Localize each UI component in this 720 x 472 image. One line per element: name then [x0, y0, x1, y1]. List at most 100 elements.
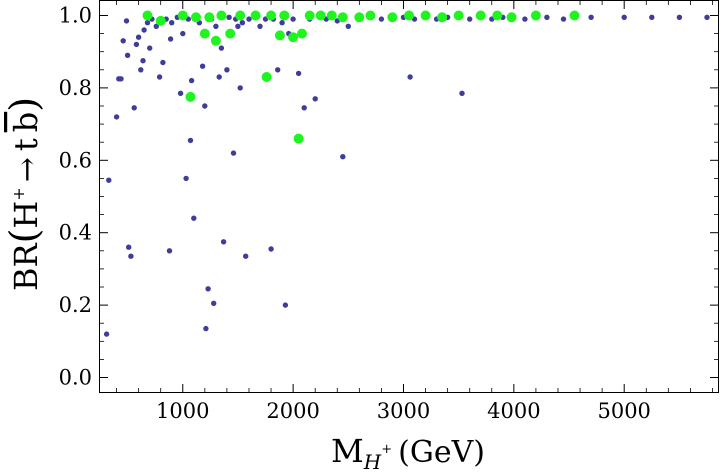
blue-point — [279, 20, 285, 26]
blue-point — [131, 105, 137, 111]
y-tick-label: 0.2 — [59, 293, 92, 317]
blue-point — [202, 103, 208, 109]
y-axis-label: BR(H+→tb) — [2, 97, 46, 291]
blue-point — [378, 16, 385, 22]
blue-point — [268, 246, 274, 252]
green-point — [337, 12, 348, 23]
blue-point — [290, 16, 296, 22]
blue-point — [220, 239, 227, 245]
blue-point — [312, 96, 318, 102]
green-point — [315, 10, 326, 21]
green-point — [288, 32, 299, 43]
green-point — [437, 12, 448, 23]
green-point — [250, 10, 261, 21]
blue-point — [243, 253, 249, 259]
blue-point — [124, 52, 131, 58]
blue-point — [588, 14, 594, 20]
blue-point — [113, 114, 120, 120]
blue-point — [224, 67, 230, 73]
green-point — [279, 10, 290, 21]
blue-point — [191, 215, 197, 221]
green-point — [155, 15, 166, 26]
blue-point — [167, 36, 174, 42]
green-point — [235, 10, 246, 21]
blue-point — [301, 105, 307, 111]
x-tick-label: 1000 — [156, 399, 209, 423]
green-point — [225, 28, 236, 39]
green-point — [492, 10, 503, 21]
y-tick-label: 1.0 — [59, 3, 92, 27]
blue-point — [203, 325, 209, 332]
blue-point — [120, 38, 126, 44]
blue-point — [169, 20, 175, 26]
blue-point — [153, 23, 159, 29]
blue-point — [133, 41, 140, 48]
blue-point — [235, 23, 241, 29]
green-point — [530, 10, 541, 21]
blue-point — [295, 70, 302, 77]
blue-point — [128, 253, 134, 259]
blue-point — [621, 14, 627, 20]
blue-point — [144, 20, 151, 26]
blue-point — [166, 248, 173, 254]
green-point — [453, 10, 464, 21]
green-point — [365, 10, 376, 21]
green-point — [326, 10, 337, 21]
blue-point — [230, 150, 237, 156]
green-point — [210, 35, 221, 46]
green-point — [506, 12, 517, 23]
x-axis-label: MH+ (GeV) — [331, 432, 485, 472]
y-tick-label: 0.4 — [59, 221, 92, 245]
green-point — [274, 30, 285, 41]
green-point — [293, 133, 304, 144]
blue-point — [213, 23, 219, 29]
blue-point — [138, 67, 144, 73]
blue-point — [180, 30, 186, 37]
blue-point — [257, 23, 263, 29]
blue-point — [211, 300, 217, 306]
blue-point — [141, 27, 147, 33]
green-point — [142, 10, 153, 21]
blue-point — [237, 85, 243, 91]
x-tick-label: 5000 — [597, 399, 650, 423]
ticks-layer: 1000 2000 3000 4000 5000 0.0 0.2 0.4 0.6 0.8 1.0 — [59, 1, 718, 423]
blue-point — [188, 77, 195, 84]
blue-point — [106, 177, 112, 183]
green-point — [177, 10, 188, 21]
blue-point — [340, 154, 346, 160]
green-point — [199, 28, 210, 39]
blue-point — [160, 59, 166, 66]
blue-point — [246, 16, 252, 22]
blue-point — [275, 67, 281, 73]
blue-point — [704, 14, 710, 20]
blue-point — [649, 14, 655, 20]
blue-point — [218, 45, 225, 51]
blue-point — [156, 74, 163, 80]
blue-point — [177, 90, 184, 97]
blue-point — [147, 45, 153, 51]
green-point — [420, 10, 431, 21]
blue-point — [135, 34, 142, 40]
x-tick-label: 2000 — [266, 399, 319, 423]
blue-point — [205, 286, 211, 292]
blue-point — [282, 302, 289, 308]
y-tick-label: 0.8 — [59, 76, 92, 100]
plot-frame — [99, 0, 719, 393]
y-tick-label: 0.6 — [59, 148, 92, 172]
blue-point — [407, 74, 413, 80]
blue-point — [103, 331, 110, 337]
blue-point — [126, 244, 132, 250]
blue-point — [123, 18, 130, 24]
blue-point — [140, 58, 146, 64]
blue-point — [676, 14, 683, 20]
green-point — [191, 12, 201, 23]
blue-point — [459, 90, 465, 97]
blue-point — [216, 74, 222, 80]
blue-point — [560, 16, 567, 22]
blue-point — [239, 20, 246, 26]
green-point — [297, 28, 307, 39]
green-point — [304, 10, 315, 21]
y-tick-label: 0.0 — [59, 366, 92, 390]
green-point — [261, 72, 272, 82]
